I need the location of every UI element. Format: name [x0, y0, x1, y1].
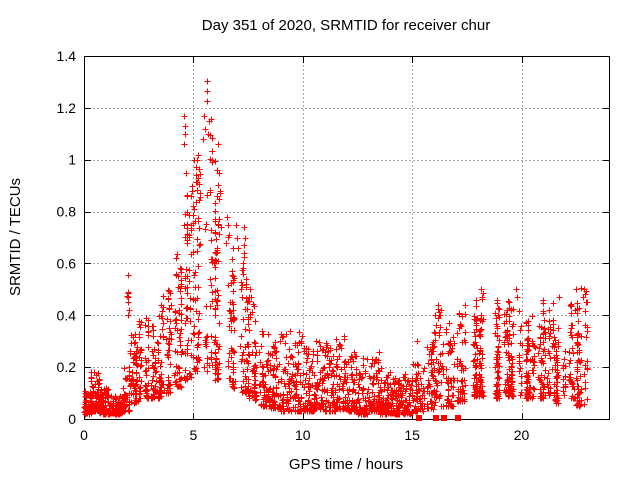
x-axis-label: GPS time / hours	[289, 456, 403, 473]
y-tick-label: 0.2	[57, 359, 77, 375]
y-tick-label: 0	[68, 411, 76, 427]
y-tick-label: 0.8	[57, 204, 77, 220]
y-tick-label: 0.6	[57, 255, 77, 271]
tick-labels: 0 5 10 15 20 0 0.2 0.4 0.6 0.8 1 1.2 1.4	[57, 48, 530, 443]
plot-border	[84, 56, 610, 420]
flagged-epoch-square	[455, 415, 461, 421]
flagged-epoch-square	[441, 415, 447, 421]
y-tick-label: 1	[68, 152, 76, 168]
x-tick-label: 0	[80, 427, 88, 443]
x-tick-label: 10	[295, 427, 311, 443]
y-tick-label: 0.4	[57, 307, 77, 323]
flagged-epoch-square	[416, 415, 422, 421]
scatter-points	[81, 78, 591, 418]
flagged-epoch-square	[433, 415, 439, 421]
chart-title: Day 351 of 2020, SRMTID for receiver chu…	[202, 17, 490, 34]
axes	[84, 56, 610, 420]
flagged-epoch-squares	[416, 415, 461, 421]
x-tick-label: 5	[189, 427, 197, 443]
y-tick-label: 1.2	[57, 100, 77, 116]
y-axis-label: SRMTID / TECUs	[7, 178, 24, 296]
x-tick-label: 15	[404, 427, 420, 443]
y-tick-label: 1.4	[57, 48, 77, 64]
x-tick-label: 20	[514, 427, 530, 443]
